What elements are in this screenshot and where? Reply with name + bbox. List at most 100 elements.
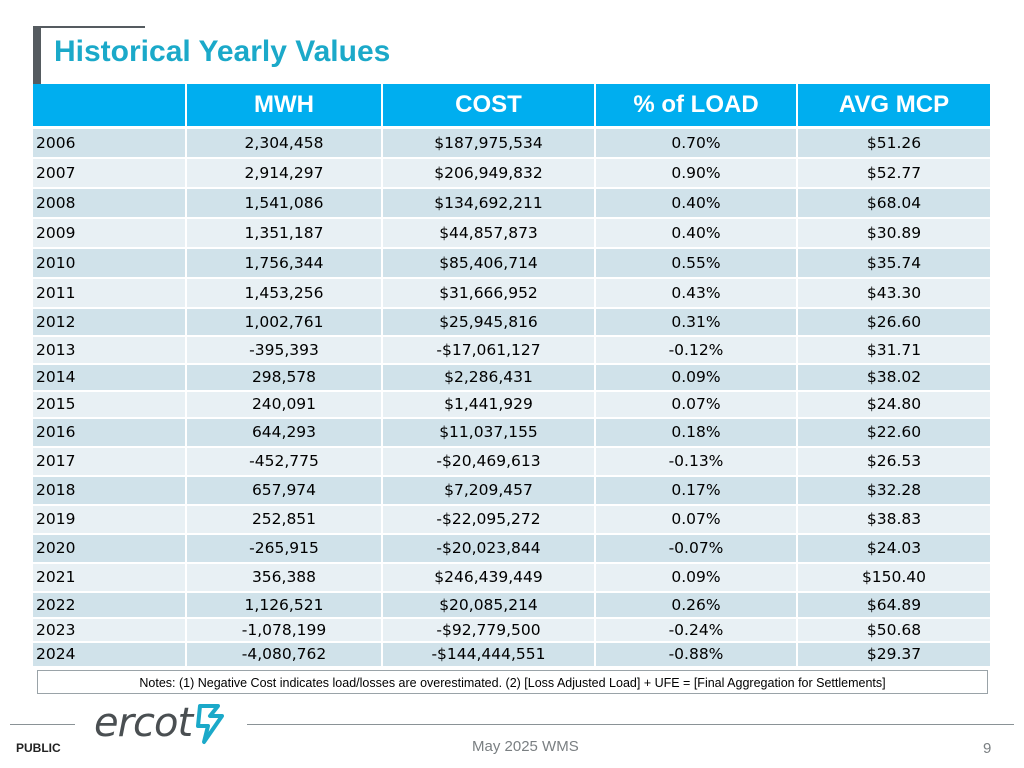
header-cost: COST — [382, 84, 596, 129]
header-mwh: MWH — [186, 84, 383, 129]
cell-mwh: 2,304,458 — [186, 126, 383, 158]
cell-pct-load: -0.07% — [595, 532, 798, 563]
cell-mwh: 1,453,256 — [186, 276, 383, 308]
cell-mwh: -1,078,199 — [186, 616, 383, 642]
table-row: 2007 2,914,297 $206,949,832 0.90% $52.77 — [33, 156, 990, 188]
cell-cost: $7,209,457 — [382, 474, 596, 505]
cell-pct-load: 0.07% — [595, 503, 798, 534]
cell-pct-load: 0.17% — [595, 474, 798, 505]
cell-avg-mcp: $35.74 — [797, 246, 990, 278]
page-title: Historical Yearly Values — [54, 35, 391, 68]
cell-pct-load: 0.55% — [595, 246, 798, 278]
ercot-logo: ercot — [94, 700, 224, 746]
header-pct-load: % of LOAD — [595, 84, 798, 129]
table-row: 2016 644,293 $11,037,155 0.18% $22.60 — [33, 416, 990, 447]
cell-pct-load: -0.13% — [595, 445, 798, 476]
cell-avg-mcp: $68.04 — [797, 186, 990, 218]
cell-mwh: 644,293 — [186, 416, 383, 447]
cell-cost: $25,945,816 — [382, 306, 596, 336]
table-row: 2020 -265,915 -$20,023,844 -0.07% $24.03 — [33, 532, 990, 563]
cell-avg-mcp: $150.40 — [797, 561, 990, 592]
cell-avg-mcp: $24.03 — [797, 532, 990, 563]
cell-cost: $11,037,155 — [382, 416, 596, 447]
cell-pct-load: -0.24% — [595, 616, 798, 642]
table-row: 2013 -395,393 -$17,061,127 -0.12% $31.71 — [33, 334, 990, 364]
cell-pct-load: -0.12% — [595, 334, 798, 364]
cell-cost: -$20,023,844 — [382, 532, 596, 563]
table-body: 2006 2,304,458 $187,975,534 0.70% $51.26 2007… — [33, 126, 990, 666]
cell-avg-mcp: $29.37 — [797, 640, 990, 666]
logo-bolt-icon — [196, 704, 224, 744]
cell-mwh: -395,393 — [186, 334, 383, 364]
cell-avg-mcp: $43.30 — [797, 276, 990, 308]
cell-cost: -$144,444,551 — [382, 640, 596, 666]
cell-year: 2024 — [33, 640, 187, 666]
cell-year: 2023 — [33, 616, 187, 642]
cell-pct-load: 0.70% — [595, 126, 798, 158]
cell-mwh: 657,974 — [186, 474, 383, 505]
cell-pct-load: 0.07% — [595, 389, 798, 418]
cell-avg-mcp: $31.71 — [797, 334, 990, 364]
cell-mwh: 1,351,187 — [186, 216, 383, 248]
cell-mwh: 2,914,297 — [186, 156, 383, 188]
table-row: 2022 1,126,521 $20,085,214 0.26% $64.89 — [33, 590, 990, 618]
cell-year: 2012 — [33, 306, 187, 336]
header-avg-mcp: AVG MCP — [797, 84, 990, 129]
header-year — [33, 84, 187, 129]
cell-mwh: -4,080,762 — [186, 640, 383, 666]
cell-pct-load: 0.43% — [595, 276, 798, 308]
cell-avg-mcp: $32.28 — [797, 474, 990, 505]
cell-avg-mcp: $22.60 — [797, 416, 990, 447]
cell-pct-load: 0.18% — [595, 416, 798, 447]
cell-year: 2015 — [33, 389, 187, 418]
cell-mwh: 1,002,761 — [186, 306, 383, 336]
cell-mwh: 240,091 — [186, 389, 383, 418]
cell-cost: -$20,469,613 — [382, 445, 596, 476]
cell-year: 2022 — [33, 590, 187, 618]
cell-year: 2010 — [33, 246, 187, 278]
title-accent-bar — [33, 26, 41, 84]
cell-cost: $206,949,832 — [382, 156, 596, 188]
cell-year: 2007 — [33, 156, 187, 188]
footer-divider-left — [10, 724, 75, 725]
cell-year: 2019 — [33, 503, 187, 534]
cell-year: 2009 — [33, 216, 187, 248]
table-row: 2009 1,351,187 $44,857,873 0.40% $30.89 — [33, 216, 990, 248]
cell-pct-load: 0.09% — [595, 362, 798, 391]
cell-avg-mcp: $38.83 — [797, 503, 990, 534]
cell-cost: $187,975,534 — [382, 126, 596, 158]
title-accent-line — [33, 26, 145, 28]
cell-pct-load: 0.31% — [595, 306, 798, 336]
table-row: 2023 -1,078,199 -$92,779,500 -0.24% $50.68 — [33, 616, 990, 642]
logo-wordmark: ercot — [94, 700, 193, 746]
cell-avg-mcp: $30.89 — [797, 216, 990, 248]
cell-cost: $85,406,714 — [382, 246, 596, 278]
cell-mwh: -265,915 — [186, 532, 383, 563]
cell-mwh: 356,388 — [186, 561, 383, 592]
cell-cost: -$22,095,272 — [382, 503, 596, 534]
historical-values-table: MWH COST % of LOAD AVG MCP 2006 2,304,458… — [33, 84, 990, 666]
table-row: 2014 298,578 $2,286,431 0.09% $38.02 — [33, 362, 990, 391]
footer-divider-right — [247, 724, 1014, 725]
cell-cost: $246,439,449 — [382, 561, 596, 592]
classification-label: PUBLIC — [16, 741, 61, 755]
cell-cost: $20,085,214 — [382, 590, 596, 618]
cell-cost: $44,857,873 — [382, 216, 596, 248]
cell-year: 2014 — [33, 362, 187, 391]
cell-pct-load: 0.26% — [595, 590, 798, 618]
cell-cost: $1,441,929 — [382, 389, 596, 418]
page-number: 9 — [983, 740, 992, 757]
cell-pct-load: 0.40% — [595, 216, 798, 248]
cell-pct-load: 0.40% — [595, 186, 798, 218]
cell-cost: $134,692,211 — [382, 186, 596, 218]
cell-year: 2011 — [33, 276, 187, 308]
cell-pct-load: 0.09% — [595, 561, 798, 592]
cell-mwh: 252,851 — [186, 503, 383, 534]
cell-avg-mcp: $24.80 — [797, 389, 990, 418]
cell-year: 2016 — [33, 416, 187, 447]
cell-avg-mcp: $38.02 — [797, 362, 990, 391]
table-row: 2008 1,541,086 $134,692,211 0.40% $68.04 — [33, 186, 990, 218]
table-row: 2019 252,851 -$22,095,272 0.07% $38.83 — [33, 503, 990, 534]
cell-year: 2018 — [33, 474, 187, 505]
cell-year: 2021 — [33, 561, 187, 592]
